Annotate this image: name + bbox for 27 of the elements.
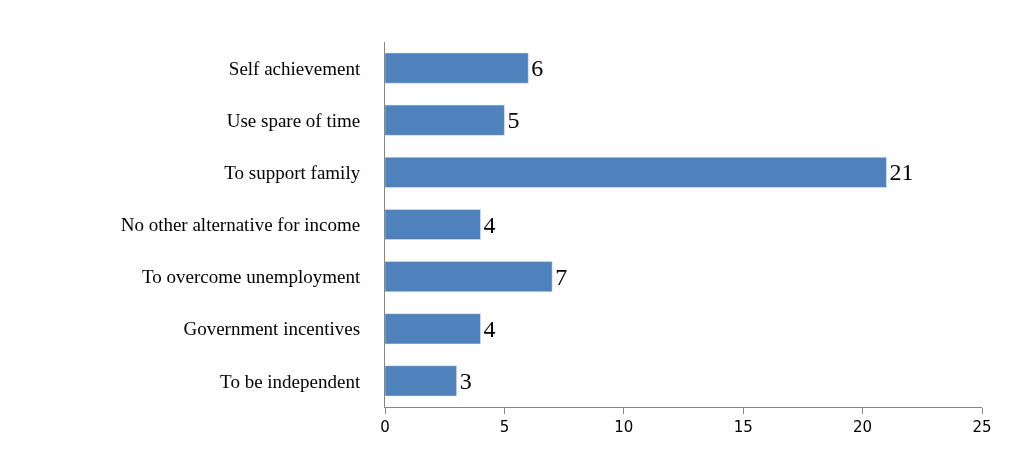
x-tick-label: 15 [733,418,753,436]
y-tick-label: No other alternative for income [120,214,361,236]
y-tick-label: Self achievement [228,57,361,79]
y-tick-label: To be independent [220,370,361,392]
bar [385,104,505,136]
bar [385,156,887,188]
bar [385,209,481,240]
data-label: 5 [507,107,520,134]
y-tick-label: To overcome unemployment [142,266,361,288]
data-label: 4 [483,315,496,342]
data-label: 21 [889,159,914,186]
data-label: 3 [459,367,472,394]
data-label: 4 [483,211,496,238]
data-label: 6 [531,55,544,82]
data-label: 7 [555,263,568,290]
x-tick-label: 25 [972,418,992,436]
bar [385,52,529,84]
x-tick-label: 20 [853,418,873,436]
x-tick-label: 10 [614,418,634,436]
x-tick-label: 5 [499,418,510,436]
bar [385,261,553,293]
y-tick-label: Use spare of time [226,109,361,131]
bar [385,313,481,345]
y-tick-label: To support family [224,162,361,184]
bar [385,365,457,397]
x-tick-label: 0 [380,418,390,436]
y-tick-label: Government incentives [183,318,361,340]
